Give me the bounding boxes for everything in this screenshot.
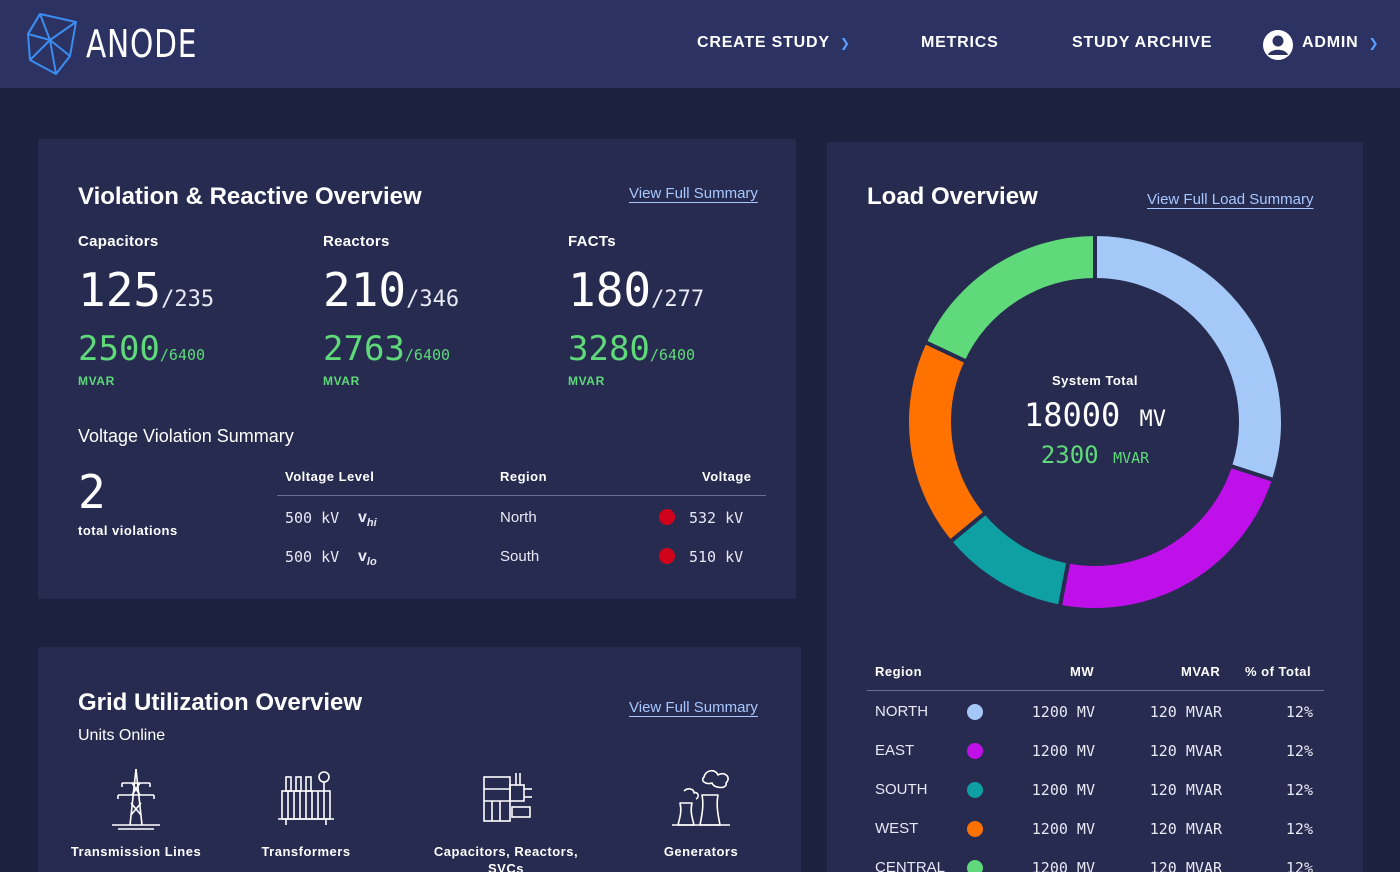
table-row-mw: 1200 MV xyxy=(1031,859,1095,872)
donut-slice-east[interactable] xyxy=(1057,463,1277,612)
donut-slice-west[interactable] xyxy=(905,339,989,545)
table-divider xyxy=(867,690,1324,691)
nav-study-archive-label: STUDY ARCHIVE xyxy=(1072,34,1213,51)
region-color-dot xyxy=(967,782,983,798)
column-header-pct-total: % of Total xyxy=(1245,664,1312,679)
voltage-tag: vhi xyxy=(358,509,377,530)
chevron-down-icon: ❯ xyxy=(1368,36,1380,50)
region-color-dot xyxy=(967,743,983,759)
table-row-region: WEST xyxy=(875,820,919,837)
violation-reactive-card: Violation & Reactive Overview View Full … xyxy=(38,139,796,599)
table-row-mvar: 120 MVAR xyxy=(1149,742,1222,760)
chevron-down-icon: ❯ xyxy=(839,36,851,50)
nav-admin[interactable]: ADMIN ❯ xyxy=(1302,34,1379,52)
user-avatar-icon[interactable] xyxy=(1262,29,1294,61)
voltage-summary-title: Voltage Violation Summary xyxy=(78,426,294,446)
view-full-load-summary-link[interactable]: View Full Load Summary xyxy=(1147,191,1314,208)
table-row-mvar: 120 MVAR xyxy=(1149,859,1222,872)
nav-create-study-label: CREATE STUDY xyxy=(697,34,830,51)
kpi-unit: MVAR xyxy=(78,374,115,388)
table-row-pct: 12% xyxy=(1285,781,1313,799)
table-row-mvar: 120 MVAR xyxy=(1149,703,1222,721)
card-title: Load Overview xyxy=(867,183,1038,210)
table-row-region: EAST xyxy=(875,742,915,759)
nav-create-study[interactable]: CREATE STUDY ❯ xyxy=(697,34,851,52)
unit-label: Transformers xyxy=(261,844,351,859)
kpi-unit: MVAR xyxy=(323,374,360,388)
power-plant-icon[interactable] xyxy=(670,767,734,829)
table-row-level: 500 kV xyxy=(285,548,340,566)
card-title: Violation & Reactive Overview xyxy=(78,183,422,210)
nav-metrics-label: METRICS xyxy=(921,34,999,51)
table-row-level: 500 kV xyxy=(285,509,340,527)
column-header-mvar: MVAR xyxy=(1181,664,1221,679)
kpi-label: FACTs xyxy=(568,233,616,250)
table-row-mw: 1200 MV xyxy=(1031,703,1095,721)
top-navigation-bar: ANODE CREATE STUDY ❯ METRICS STUDY ARCHIV… xyxy=(0,0,1400,88)
column-header-region: Region xyxy=(875,664,923,679)
card-title: Grid Utilization Overview xyxy=(78,689,363,716)
transmission-tower-icon[interactable] xyxy=(108,767,164,831)
kpi-unit: MVAR xyxy=(568,374,605,388)
nav-study-archive[interactable]: STUDY ARCHIVE xyxy=(1072,34,1212,52)
view-full-summary-link[interactable]: View Full Summary xyxy=(629,699,758,716)
anode-logo-icon[interactable] xyxy=(26,12,80,76)
region-color-dot xyxy=(967,704,983,720)
nav-metrics[interactable]: METRICS xyxy=(921,34,999,52)
donut-center-mw: 18000 MV xyxy=(1023,396,1167,434)
kpi-count: 125/235 xyxy=(78,263,215,317)
table-row-voltage: 532 kV xyxy=(689,509,744,527)
table-row-region: South xyxy=(500,548,540,565)
table-row-region: NORTH xyxy=(875,703,929,720)
voltage-tag: vlo xyxy=(358,548,377,569)
table-row-voltage: 510 kV xyxy=(689,548,744,566)
table-row-mw: 1200 MV xyxy=(1031,781,1095,799)
donut-center-mvar: 2300 MVAR xyxy=(1040,441,1150,469)
load-donut-chart[interactable] xyxy=(905,232,1285,612)
column-header-region: Region xyxy=(500,469,548,484)
grid-utilization-card: Grid Utilization Overview View Full Summ… xyxy=(38,647,801,872)
table-row-region: North xyxy=(500,509,537,526)
capacitor-bank-icon[interactable] xyxy=(480,771,536,825)
table-row-region: CENTRAL xyxy=(875,859,946,872)
nav-admin-label: ADMIN xyxy=(1302,34,1359,51)
violation-status-dot xyxy=(659,548,675,564)
kpi-label: Capacitors xyxy=(78,233,159,250)
donut-slice-north[interactable] xyxy=(1093,232,1285,483)
unit-label: Generators xyxy=(663,844,739,859)
kpi-label: Reactors xyxy=(323,233,390,250)
kpi-mvar: 3280/6400 xyxy=(568,329,696,369)
kpi-count: 210/346 xyxy=(323,263,460,317)
table-row-mvar: 120 MVAR xyxy=(1149,781,1222,799)
table-row-pct: 12% xyxy=(1285,742,1313,760)
kpi-count: 180/277 xyxy=(568,263,705,317)
donut-center-label: System Total xyxy=(1052,373,1138,388)
donut-slice-central[interactable] xyxy=(922,232,1097,365)
column-header-voltage-level: Voltage Level xyxy=(285,469,375,484)
column-header-voltage: Voltage xyxy=(702,469,752,484)
table-row-mw: 1200 MV xyxy=(1031,820,1095,838)
table-row-mw: 1200 MV xyxy=(1031,742,1095,760)
column-header-mw: MW xyxy=(1070,664,1095,679)
table-row-region: SOUTH xyxy=(875,781,928,798)
kpi-mvar: 2500/6400 xyxy=(78,329,206,369)
transformer-icon[interactable] xyxy=(276,769,336,827)
table-row-pct: 12% xyxy=(1285,859,1313,872)
unit-label: Transmission Lines xyxy=(70,844,202,859)
violation-count-label: total violations xyxy=(78,523,178,538)
region-color-dot xyxy=(967,860,983,872)
violation-status-dot xyxy=(659,509,675,525)
region-color-dot xyxy=(967,821,983,837)
kpi-mvar: 2763/6400 xyxy=(323,329,451,369)
table-row-mvar: 120 MVAR xyxy=(1149,820,1222,838)
violation-count: 2 xyxy=(78,465,106,519)
table-row-pct: 12% xyxy=(1285,703,1313,721)
load-overview-card: Load Overview View Full Load Summary Sys… xyxy=(827,142,1363,872)
view-full-summary-link[interactable]: View Full Summary xyxy=(629,185,758,202)
table-divider xyxy=(277,495,766,496)
brand-name[interactable]: ANODE xyxy=(86,22,198,66)
units-online-subtitle: Units Online xyxy=(78,727,166,744)
unit-label: Capacitors, Reactors, SVCs xyxy=(433,844,579,872)
table-row-pct: 12% xyxy=(1285,820,1313,838)
